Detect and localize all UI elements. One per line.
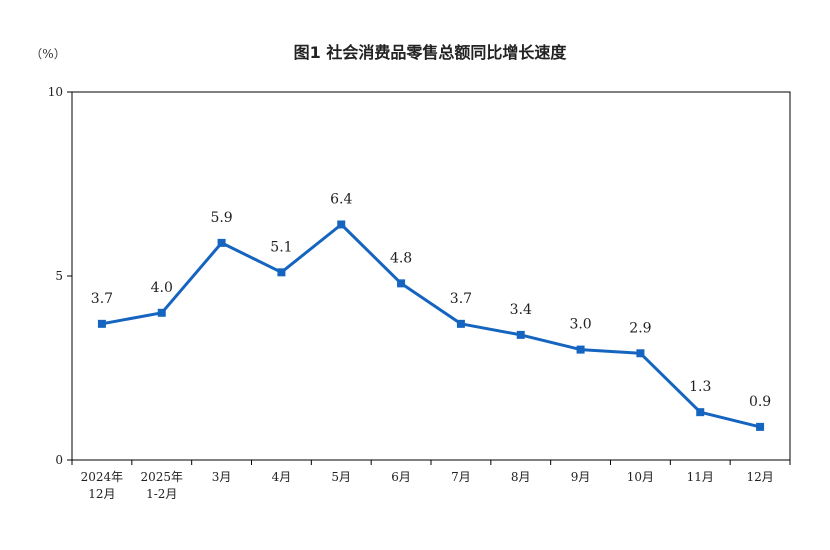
x-tick-label: 7月: [451, 470, 471, 484]
x-axis: 2024年 12月 2025年 1-2月 3月 4月 5月 6月 7月 8月 9月 10月 11月 12月: [71, 460, 791, 501]
x-tick-label: 9月: [571, 470, 591, 484]
series-line-group: [97, 220, 765, 431]
data-label: 3.7: [450, 291, 472, 307]
data-label: 5.9: [210, 210, 232, 226]
series-line: [100, 223, 762, 429]
plot-frame: [71, 91, 791, 461]
data-point: [277, 268, 286, 277]
x-tick-label: 2025年: [140, 470, 183, 484]
x-tick-label: 11月: [687, 470, 714, 484]
data-labels: 3.7 4.0 5.9 5.1 6.4 4.8 3.7 3.4 3.0 2.9 1.3 0.9: [91, 191, 771, 409]
data-point: [337, 220, 346, 229]
y-axis: 0 5 10: [48, 85, 72, 467]
y-tick-label: 0: [55, 453, 63, 467]
x-tick-label: 3月: [212, 470, 232, 484]
data-point: [397, 279, 406, 288]
x-tick-label: 10月: [627, 470, 654, 484]
data-label: 5.1: [270, 239, 292, 255]
x-tick-label: 2024年: [81, 470, 124, 484]
x-tick-label: 5月: [331, 470, 351, 484]
y-tick-label: 5: [55, 269, 63, 283]
y-axis-unit-label: （%）: [30, 47, 65, 61]
data-point: [756, 422, 765, 431]
data-point: [576, 345, 585, 354]
data-label: 0.9: [749, 394, 771, 410]
data-point: [696, 408, 705, 417]
data-point: [636, 349, 645, 358]
data-point: [516, 330, 525, 339]
chart-title: 图1 社会消费品零售总额同比增长速度: [294, 43, 568, 62]
x-tick-label: 8月: [511, 470, 531, 484]
data-point: [217, 238, 226, 247]
data-label: 3.4: [510, 302, 532, 318]
data-label: 4.8: [390, 250, 412, 266]
x-tick-label: 1-2月: [146, 487, 177, 501]
data-point: [157, 308, 166, 317]
data-label: 6.4: [330, 191, 352, 207]
data-point: [456, 319, 465, 328]
data-label: 1.3: [689, 379, 711, 395]
y-tick-label: 10: [48, 85, 63, 99]
data-label: 2.9: [629, 320, 651, 336]
x-tick-label: 12月: [88, 487, 115, 501]
x-tick-label: 4月: [272, 470, 292, 484]
data-label: 3.7: [91, 291, 113, 307]
x-tick-label: 12月: [746, 470, 773, 484]
data-label: 3.0: [569, 317, 591, 333]
x-tick-label: 6月: [391, 470, 411, 484]
data-point: [97, 319, 106, 328]
data-label: 4.0: [151, 280, 173, 296]
